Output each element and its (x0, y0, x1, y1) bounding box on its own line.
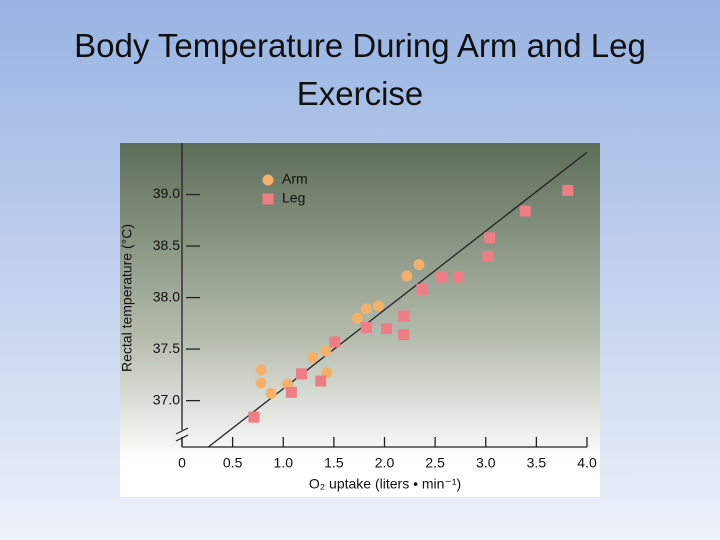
point (320, 345, 332, 357)
x-tick-label: 3.0 (476, 455, 496, 471)
point (248, 411, 260, 423)
point (285, 386, 297, 398)
point (360, 321, 372, 333)
point (482, 250, 494, 262)
x-tick-label: 3.5 (527, 455, 547, 471)
point (307, 351, 319, 363)
point (255, 364, 267, 376)
point (372, 300, 384, 312)
point (413, 259, 425, 271)
point (562, 184, 574, 196)
point (398, 310, 410, 322)
y-tick-label: 37.0 (153, 391, 180, 407)
legend-label: Arm (282, 171, 308, 187)
x-tick-label: 4.0 (577, 455, 597, 471)
x-tick-label: 0.5 (223, 455, 243, 471)
point (265, 387, 277, 399)
x-axis-label: O₂ uptake (liters • min⁻¹) (309, 476, 461, 492)
point (452, 271, 464, 283)
slide-title: Body Temperature During Arm and Leg Exer… (74, 27, 646, 112)
point (416, 283, 428, 295)
y-tick-label: 37.5 (153, 340, 180, 356)
x-tick-label: 2.5 (425, 455, 445, 471)
point (398, 329, 410, 341)
y-axis-label: Rectal temperature (°C) (119, 224, 135, 372)
legend-marker (262, 193, 274, 205)
x-tick-label: 1.0 (274, 455, 294, 471)
point (351, 312, 363, 324)
point (255, 377, 267, 389)
point (315, 375, 327, 387)
x-tick-label: 1.5 (324, 455, 344, 471)
point (295, 368, 307, 380)
legend-marker (262, 174, 274, 186)
point (360, 303, 372, 315)
x-tick-label: 2.0 (375, 455, 395, 471)
point (401, 270, 413, 282)
y-tick-label: 39.0 (153, 185, 180, 201)
point (484, 232, 496, 244)
y-tick-label: 38.5 (153, 237, 180, 253)
point (381, 322, 393, 334)
x-tick-label: 0 (178, 455, 186, 471)
point (435, 271, 447, 283)
y-tick-label: 38.0 (153, 288, 180, 304)
point (329, 336, 341, 348)
point (519, 205, 531, 217)
legend-label: Leg (282, 190, 305, 206)
